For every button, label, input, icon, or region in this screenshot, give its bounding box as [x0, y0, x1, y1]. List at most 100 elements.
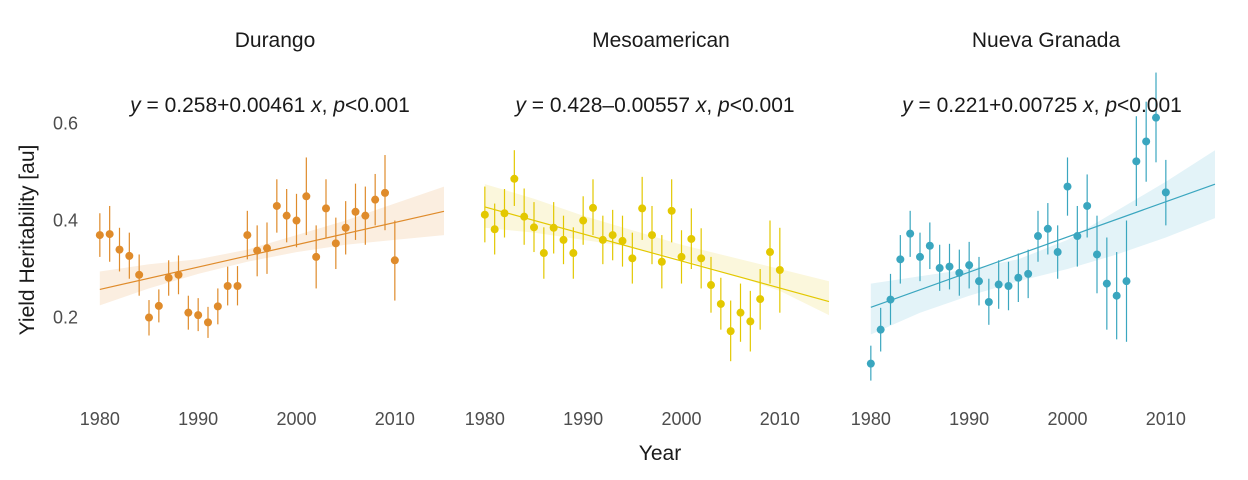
x-tick-label: 1990 [949, 409, 989, 429]
data-point [105, 230, 114, 239]
data-point [243, 231, 252, 240]
data-point [341, 223, 350, 232]
panel-nueva-granada: Nueva Granada 1980 1990 2000 2010 y = 0.221+0… [851, 29, 1216, 429]
equation-p-val: 0.001 [357, 94, 410, 117]
equation-lhs: y [513, 94, 527, 117]
data-point [184, 308, 193, 317]
data-point [1161, 188, 1170, 197]
regression-equation: y = 0.258+0.00461 x, p<0.001 [128, 94, 410, 117]
data-point [520, 212, 529, 221]
data-point [1112, 291, 1121, 300]
data-point [164, 273, 173, 282]
x-tick-label: 2000 [276, 409, 316, 429]
equation-lhs: y [900, 94, 914, 117]
data-point [876, 325, 885, 334]
equation-sign: + [989, 94, 1001, 117]
data-point [1043, 224, 1052, 233]
data-point [371, 195, 380, 204]
data-point [697, 254, 706, 263]
data-point [598, 235, 607, 244]
data-point [530, 223, 538, 232]
data-point [292, 216, 301, 225]
x-tick-label: 2000 [661, 409, 701, 429]
y-tick-label: 0.2 [53, 308, 78, 328]
data-point [1073, 232, 1082, 241]
facet-panels: Durango 1980 1990 2000 2010 0.2 0.4 0.6 y = 0.25… [53, 29, 1216, 429]
equation-p-rel: < [1117, 94, 1129, 117]
data-point [1142, 137, 1151, 146]
data-point [1034, 232, 1042, 241]
equation-intercept: 0.221 [937, 94, 990, 117]
x-tick-label: 2010 [760, 409, 800, 429]
data-point [896, 255, 905, 264]
confidence-band [99, 186, 445, 306]
data-point [1004, 282, 1013, 291]
data-point [115, 245, 124, 254]
data-point [628, 254, 637, 263]
data-point [194, 311, 203, 320]
data-point [174, 270, 183, 279]
data-point [707, 281, 715, 290]
data-point [1102, 279, 1111, 288]
x-tick-label: 2010 [375, 409, 415, 429]
data-point [351, 207, 360, 216]
equation-var: x [1082, 94, 1095, 117]
data-point [569, 249, 578, 258]
x-tick-label: 1980 [465, 409, 505, 429]
data-point [490, 225, 499, 234]
data-point [559, 235, 568, 244]
equation-var: x [695, 94, 708, 117]
equation-slope: 0.00557 [614, 94, 690, 117]
x-tick-label: 2000 [1047, 409, 1087, 429]
equation-p-val: 0.001 [1129, 94, 1182, 117]
data-point [145, 313, 153, 322]
x-tick-label: 1980 [80, 409, 120, 429]
data-point [667, 206, 676, 215]
x-tick-label: 1990 [178, 409, 218, 429]
regression-equation: y = 0.428–0.00557 x, p<0.001 [513, 94, 794, 117]
equation-var: x [310, 94, 323, 117]
data-point [1132, 157, 1141, 166]
data-point [1122, 277, 1131, 286]
data-point [975, 277, 983, 286]
data-point [233, 282, 242, 291]
equation-p-rel: < [345, 94, 357, 117]
confidence-band [484, 184, 829, 316]
data-point [657, 257, 666, 266]
data-point [263, 244, 271, 253]
data-point [253, 246, 262, 255]
equation-sign: – [602, 94, 614, 117]
y-tick-label: 0.4 [53, 211, 78, 231]
data-point [213, 302, 222, 311]
data-point [1024, 269, 1033, 278]
equation-punctuation: = [913, 94, 937, 117]
data-point [994, 280, 1003, 289]
data-point [935, 264, 944, 273]
data-point [1063, 182, 1072, 191]
equation-p-val: 0.001 [742, 94, 795, 117]
panel-title: Nueva Granada [972, 29, 1121, 52]
data-point [746, 317, 755, 326]
data-point [361, 211, 370, 220]
equation-punctuation: = [141, 94, 165, 117]
data-point [223, 282, 232, 291]
data-point [618, 236, 627, 245]
data-point [716, 299, 725, 308]
data-point [204, 318, 212, 327]
data-point [955, 268, 964, 277]
equation-lhs: y [128, 94, 142, 117]
x-tick-label: 2010 [1146, 409, 1186, 429]
equation-punctuation: , [322, 94, 334, 117]
panel-title: Durango [235, 29, 316, 52]
data-point [312, 252, 321, 261]
data-point [638, 204, 647, 213]
regression-line [870, 183, 1216, 308]
data-point [282, 211, 291, 220]
equation-punctuation: = [526, 94, 550, 117]
data-point [1053, 248, 1062, 257]
data-point [135, 270, 144, 279]
equation-sign: + [217, 94, 229, 117]
equation-slope: 0.00461 [229, 94, 305, 117]
data-point [945, 262, 954, 271]
